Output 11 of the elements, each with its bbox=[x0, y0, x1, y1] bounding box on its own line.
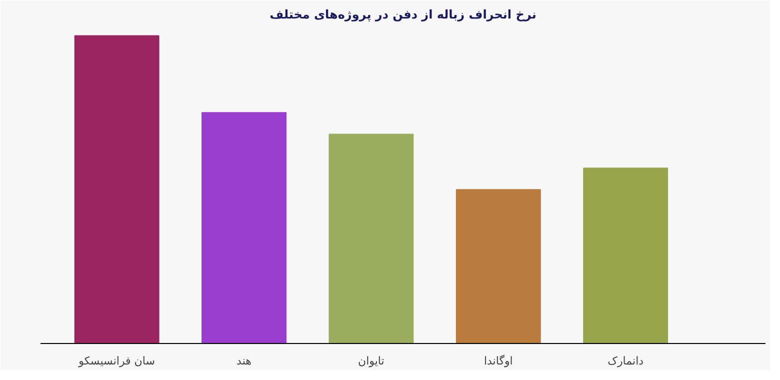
x-tick-label: اوگاندا bbox=[484, 354, 513, 368]
x-tick-label: تایوان bbox=[358, 354, 384, 368]
chart-title: نرخ انحراف زباله از دفن در پروژه‌های مختلف bbox=[270, 8, 536, 22]
bar bbox=[456, 189, 541, 344]
x-tick-label: سان فرانسیسکو bbox=[78, 354, 155, 368]
bar bbox=[74, 35, 160, 344]
x-tick-label: دانمارک bbox=[608, 354, 644, 368]
bar bbox=[583, 168, 668, 344]
bar bbox=[328, 134, 414, 344]
bar bbox=[202, 112, 286, 344]
x-tick-label: هند bbox=[236, 354, 252, 368]
